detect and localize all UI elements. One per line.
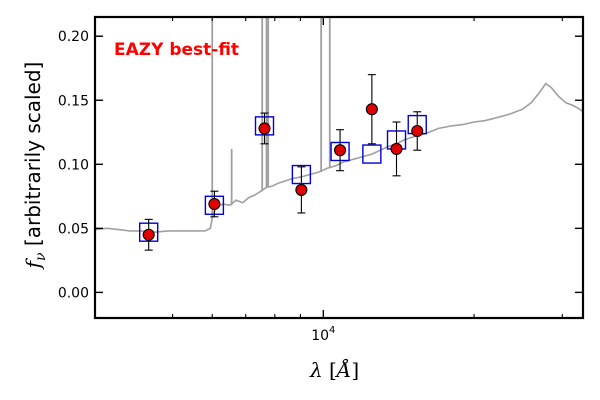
observed-point — [334, 144, 347, 157]
x-axis-title: λ [Å] — [309, 357, 359, 382]
observed-point — [258, 122, 271, 135]
observed-point — [411, 124, 424, 138]
marker-layer — [138, 74, 427, 251]
x-axis-bracket-open: [ — [323, 358, 337, 382]
y-axis-text: [arbitrarily scaled] — [21, 62, 45, 253]
observed-point — [365, 103, 378, 116]
y-axis-title: fν [arbitrarily scaled] — [21, 62, 49, 271]
y-tick-label: 0.15 — [58, 93, 89, 109]
model-point — [362, 144, 382, 164]
y-tick-label: 0.20 — [58, 29, 89, 45]
observed-point — [208, 197, 221, 211]
x-axis-bracket-close: ] — [351, 358, 359, 382]
observed-point — [142, 228, 155, 241]
x-axis-unit: Å — [335, 357, 351, 382]
observed-point — [390, 142, 403, 155]
y-tick-label: 0.05 — [58, 221, 89, 237]
template-line — [95, 82, 583, 234]
y-tick-label: 0.00 — [58, 285, 89, 301]
y-tick-label: 0.10 — [58, 157, 89, 173]
x-axis-symbol: λ — [309, 358, 323, 382]
observed-point — [295, 183, 308, 196]
x-tick-label: 104 — [311, 325, 335, 344]
tick-layer: 0.00 0.05 0.10 0.15 0.20 104 — [58, 17, 583, 344]
annotation-label: EAZY best-fit — [114, 40, 239, 60]
y-axis-subscript: ν — [33, 252, 49, 261]
plot-frame — [93, 15, 585, 320]
template-layer — [95, 17, 583, 234]
